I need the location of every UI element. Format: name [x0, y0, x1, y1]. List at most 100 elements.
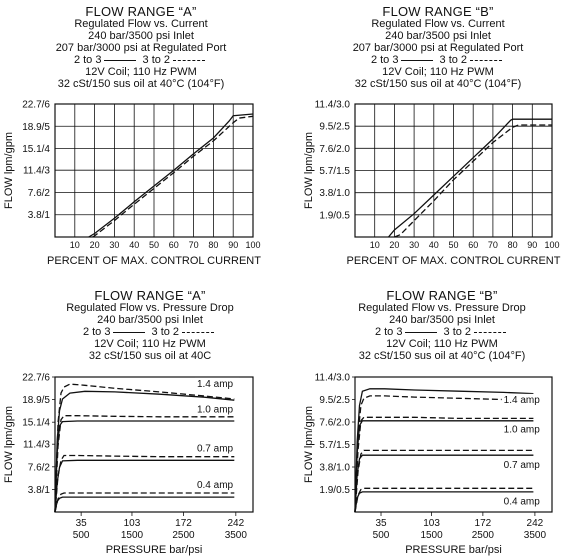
- legend-solid-label: 2 to 3: [374, 326, 403, 338]
- series-line: [54, 459, 235, 513]
- x-tick-label: 70: [488, 240, 498, 250]
- y-tick-label: 3.8/1.0: [319, 463, 350, 474]
- annotation-bg: [194, 377, 239, 389]
- x-axis-label: PERCENT OF MAX. CONTROL CURRENT: [47, 255, 261, 267]
- header-line: 240 bar/3500 psi Inlet: [389, 314, 495, 326]
- legend-dashed-swatch: [470, 59, 503, 61]
- y-tick-label: 3.8/1: [28, 485, 51, 496]
- x-tick-label: 2500: [172, 530, 195, 541]
- x-tick-label: 35: [76, 518, 88, 529]
- series-annotation: 0.4 amp: [504, 497, 541, 508]
- y-tick-label: 9.5/2.5: [319, 395, 350, 406]
- header-line: 240 bar/3500 psi Inlet: [97, 314, 203, 326]
- header-line: 12V Coil; 110 Hz PWM: [85, 66, 197, 78]
- annotation-bg: [501, 423, 546, 435]
- y-tick-label: 11.4/3: [23, 166, 50, 177]
- header-line: 32 cSt/150 sus oil at 40°C (104°F): [358, 350, 526, 362]
- series-line: [354, 491, 534, 513]
- series-line: [354, 487, 534, 513]
- legend-solid-swatch: [401, 59, 434, 61]
- x-axis-label: PRESSURE bar/psi: [405, 544, 502, 556]
- legend-solid-swatch: [104, 59, 137, 61]
- legend-solid-label: 2 to 3: [73, 54, 102, 66]
- series-line: [354, 420, 534, 513]
- y-tick-label: 9.5/2.5: [319, 122, 350, 133]
- header-line: Regulated Flow vs. Current: [74, 18, 208, 30]
- series-line: [54, 492, 235, 513]
- x-tick-label: 60: [169, 240, 179, 250]
- series-line: [54, 383, 235, 513]
- series-line: [54, 420, 235, 513]
- legend-dashed-label: 3 to 2: [142, 54, 171, 66]
- header-line: 32 cSt/150 sus oil at 40C: [88, 350, 212, 362]
- x-tick-label: 90: [228, 240, 238, 250]
- legend-dashed-label: 3 to 2: [439, 54, 468, 66]
- x-tick-label: 90: [527, 240, 537, 250]
- x-tick-label: 242: [227, 518, 244, 529]
- x-tick-label: 35: [375, 518, 387, 529]
- header-line: 32 cSt/150 sus oil at 40°C (104°F): [354, 78, 522, 90]
- x-tick-label: 1500: [121, 530, 144, 541]
- series-line: [54, 454, 235, 513]
- x-tick-label: 30: [409, 240, 419, 250]
- y-tick-label: 7.6/2: [28, 188, 51, 199]
- legend: 2 to 3 3 to 2: [0, 54, 282, 66]
- x-tick-label: 20: [389, 240, 399, 250]
- header-current-a: FLOW RANGE “A” Regulated Flow vs. Curren…: [0, 5, 282, 90]
- y-tick-label: 22.7/6: [22, 373, 50, 384]
- x-tick-label: 172: [475, 518, 492, 529]
- header-line: 240 bar/3500 psi Inlet: [385, 30, 491, 42]
- y-tick-label: 5.7/1.5: [319, 166, 350, 177]
- header-line: Regulated Flow vs. Pressure Drop: [358, 302, 526, 314]
- legend-solid-swatch: [405, 331, 438, 333]
- header-line: Regulated Flow vs. Pressure Drop: [66, 302, 234, 314]
- annotation-bg: [501, 459, 546, 470]
- y-axis-label: FLOW lpm/gpm: [303, 132, 315, 209]
- legend-dashed-label: 3 to 2: [443, 326, 472, 338]
- x-tick-label: 10: [70, 240, 80, 250]
- series-line: [88, 113, 254, 238]
- series-annotation: 1.0 amp: [197, 404, 234, 415]
- series-annotation: 0.4 amp: [197, 480, 234, 491]
- x-tick-label: 242: [527, 518, 544, 529]
- x-tick-label: 50: [149, 240, 159, 250]
- legend-solid-swatch: [113, 331, 146, 333]
- series-annotation: 1.4 amp: [197, 379, 234, 390]
- annotation-bg: [194, 479, 239, 491]
- x-tick-label: 1500: [420, 530, 443, 541]
- y-tick-label: 5.7/1.5: [319, 440, 350, 451]
- x-tick-label: 40: [429, 240, 439, 250]
- series-line: [354, 416, 534, 513]
- y-tick-label: 22.7/6: [22, 100, 50, 111]
- header-line: 12V Coil; 110 Hz PWM: [94, 338, 206, 350]
- x-tick-label: 50: [448, 240, 458, 250]
- annotation-bg: [501, 393, 546, 405]
- series-line: [54, 415, 235, 513]
- legend-solid-label: 2 to 3: [370, 54, 399, 66]
- legend-dashed-swatch: [182, 331, 215, 333]
- series-annotation: 0.7 amp: [197, 444, 234, 455]
- y-tick-label: 11.4/3.0: [315, 373, 351, 384]
- y-tick-label: 18.9/5: [22, 395, 50, 406]
- chart-title: FLOW RANGE “A”: [94, 288, 206, 303]
- chart-title: FLOW RANGE “B”: [382, 4, 494, 19]
- header-line: 207 bar/3000 psi at Regulated Port: [352, 42, 524, 54]
- series-line: [92, 115, 254, 238]
- series-annotation: 0.7 amp: [504, 460, 541, 471]
- legend: 2 to 3 3 to 2: [0, 326, 300, 338]
- series-line: [354, 395, 534, 513]
- x-tick-label: 40: [129, 240, 139, 250]
- x-tick-label: 3500: [225, 530, 248, 541]
- chart-title: FLOW RANGE “B”: [386, 288, 498, 303]
- header-pressure-a: FLOW RANGE “A” Regulated Flow vs. Pressu…: [0, 288, 300, 362]
- x-tick-label: 103: [124, 518, 141, 529]
- y-tick-label: 7.6/2: [28, 462, 51, 473]
- x-tick-label: 172: [175, 518, 192, 529]
- header-line: 12V Coil; 110 Hz PWM: [386, 338, 498, 350]
- legend: 2 to 3 3 to 2: [300, 54, 576, 66]
- y-tick-label: 15.1/4: [22, 418, 50, 429]
- header-line: 32 cSt/150 sus oil at 40°C (104°F): [57, 78, 225, 90]
